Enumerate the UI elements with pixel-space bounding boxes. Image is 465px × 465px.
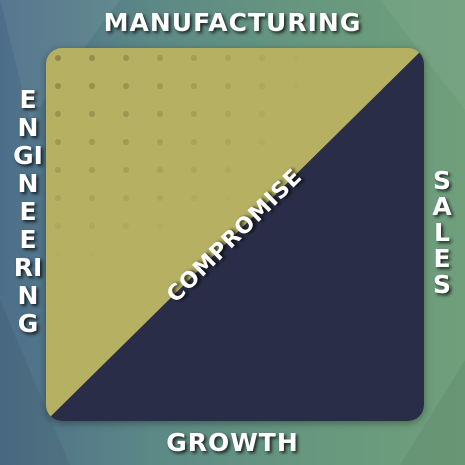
pattern-dot	[123, 167, 129, 173]
pattern-dot	[225, 139, 231, 145]
pattern-dot	[259, 139, 265, 145]
pattern-dot	[123, 55, 129, 61]
pattern-dot	[157, 139, 163, 145]
pattern-dot	[157, 195, 163, 201]
pattern-dot	[55, 55, 61, 61]
pattern-dot	[55, 83, 61, 89]
pattern-dot	[55, 139, 61, 145]
label-sales: SALES	[432, 166, 452, 299]
pattern-dot	[157, 223, 163, 229]
pattern-dot	[259, 111, 265, 117]
pattern-dot	[157, 55, 163, 61]
pattern-dot	[89, 139, 95, 145]
dot-pattern	[55, 55, 299, 257]
pattern-dot	[191, 83, 197, 89]
pattern-dot	[89, 167, 95, 173]
pattern-dot	[225, 55, 231, 61]
pattern-dot	[55, 111, 61, 117]
pattern-dot	[123, 195, 129, 201]
pattern-dot	[191, 111, 197, 117]
pattern-dot	[225, 83, 231, 89]
pattern-dot	[191, 167, 197, 173]
compromise-square	[46, 48, 424, 421]
navy-triangle	[46, 48, 424, 421]
pattern-dot	[55, 195, 61, 201]
pattern-dot	[191, 55, 197, 61]
pattern-dot	[191, 139, 197, 145]
pattern-dot	[89, 223, 95, 229]
pattern-dot	[89, 83, 95, 89]
pattern-dot	[259, 55, 265, 61]
pattern-dot	[123, 223, 129, 229]
pattern-dot	[225, 167, 231, 173]
pattern-dot	[157, 83, 163, 89]
pattern-dot	[89, 55, 95, 61]
pattern-dot	[293, 55, 299, 61]
pattern-dot	[259, 83, 265, 89]
pattern-dot	[157, 111, 163, 117]
label-engineering: ENGINEERING	[13, 85, 43, 338]
pattern-dot	[123, 83, 129, 89]
label-growth: GROWTH	[166, 428, 299, 457]
pattern-dot	[55, 223, 61, 229]
pattern-dot	[123, 111, 129, 117]
label-manufacturing: MANUFACTURING	[103, 8, 362, 37]
pattern-dot	[191, 195, 197, 201]
pattern-dot	[157, 167, 163, 173]
pattern-dot	[123, 139, 129, 145]
pattern-dot	[55, 251, 61, 257]
pattern-dot	[89, 251, 95, 257]
pattern-dot	[293, 83, 299, 89]
pattern-dot	[225, 195, 231, 201]
pattern-dot	[89, 111, 95, 117]
pattern-dot	[225, 111, 231, 117]
pattern-dot	[89, 195, 95, 201]
pattern-dot	[55, 167, 61, 173]
